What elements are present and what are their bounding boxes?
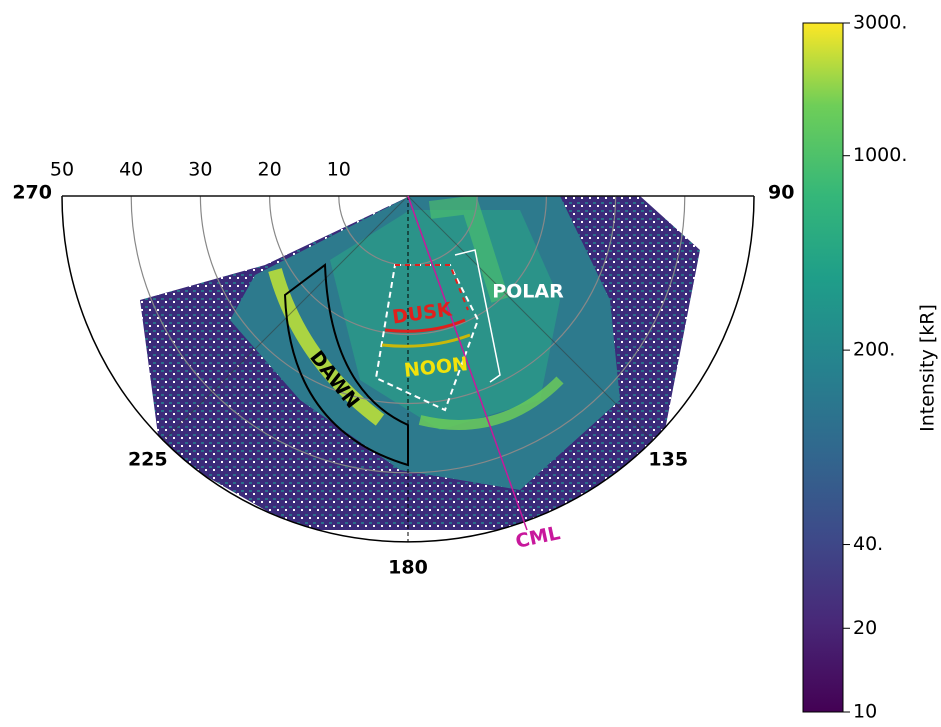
theta-tick-label: 270: [12, 182, 52, 204]
colorbar-label: Intensity [kR]: [917, 304, 939, 432]
theta-tick-label: 225: [128, 449, 168, 471]
theta-tick-label: 180: [388, 557, 428, 579]
r-tick-label: 40: [119, 159, 143, 181]
theta-tick-label: 90: [768, 182, 794, 204]
annotation: POLAR: [492, 281, 564, 303]
colorbar-tick-label: 40.: [853, 533, 883, 555]
colorbar-tick-label: 1000.: [853, 144, 907, 166]
colorbar-tick-label: 10: [853, 701, 877, 723]
r-tick-label: 20: [258, 159, 282, 181]
colorbar-tick-label: 200.: [853, 339, 895, 361]
figure: 102030405027022518013590 DUSK NOON POLAR…: [0, 0, 941, 727]
annotation: CML: [514, 522, 563, 553]
r-tick-label: 30: [188, 159, 212, 181]
colorbar: [803, 23, 843, 712]
colorbar-tick-label: 20: [853, 617, 877, 639]
theta-tick-label: 135: [648, 449, 688, 471]
r-tick-label: 50: [50, 159, 74, 181]
colorbar-tick-label: 3000.: [853, 12, 907, 34]
r-tick-label: 10: [327, 159, 351, 181]
